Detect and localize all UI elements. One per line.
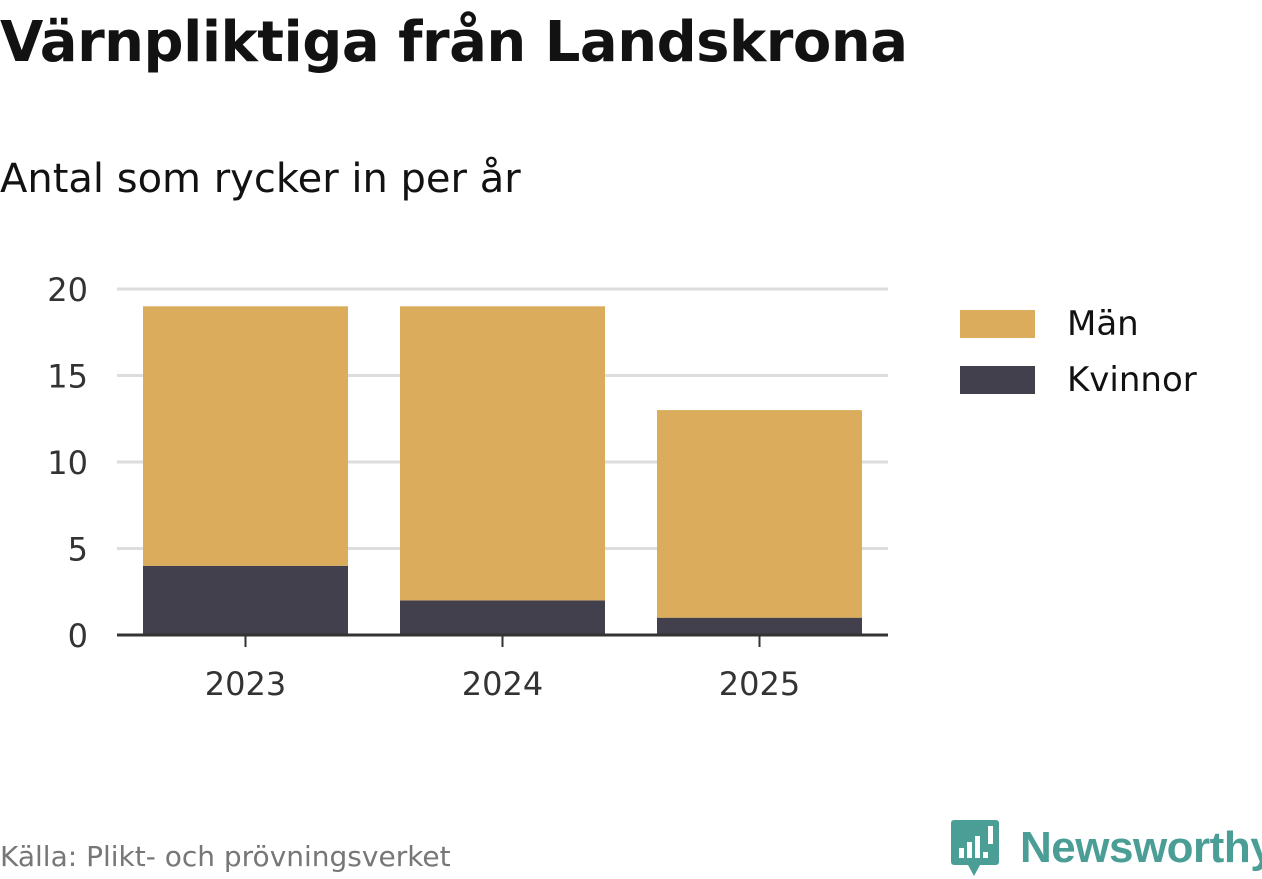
legend-label-kvinnor: Kvinnor bbox=[1067, 360, 1197, 400]
axes: 0 5 10 15 20 2023 2024 2025 bbox=[47, 271, 888, 703]
y-tick-label-20: 20 bbox=[47, 271, 88, 309]
x-tick-label-2025: 2025 bbox=[719, 665, 800, 703]
y-tick-label-10: 10 bbox=[47, 444, 88, 482]
bar-kvinnor-2023 bbox=[143, 565, 348, 635]
legend-swatch-kvinnor bbox=[960, 366, 1035, 394]
y-tick-label-15: 15 bbox=[47, 358, 88, 396]
legend: Män Kvinnor bbox=[960, 296, 1197, 408]
chart-title: Värnpliktiga från Landskrona bbox=[0, 10, 908, 75]
bar-m-n-2025 bbox=[657, 410, 862, 618]
bars bbox=[143, 306, 862, 635]
legend-item-kvinnor: Kvinnor bbox=[960, 352, 1197, 408]
legend-item-man: Män bbox=[960, 296, 1197, 352]
y-tick-label-0: 0 bbox=[68, 617, 88, 655]
x-tick-label-2024: 2024 bbox=[462, 665, 543, 703]
bar-m-n-2024 bbox=[400, 306, 605, 601]
newsworthy-logo-icon bbox=[951, 820, 999, 876]
chart-subtitle: Antal som rycker in per år bbox=[0, 156, 521, 202]
legend-swatch-man bbox=[960, 310, 1035, 338]
legend-label-man: Män bbox=[1067, 304, 1139, 344]
source-note: Källa: Plikt- och prövningsverket bbox=[0, 840, 451, 873]
bar-kvinnor-2025 bbox=[657, 617, 862, 635]
bar-m-n-2023 bbox=[143, 306, 348, 566]
logo-text: Newsworthy bbox=[1020, 823, 1262, 872]
y-tick-label-5: 5 bbox=[68, 531, 88, 569]
x-tick-label-2023: 2023 bbox=[205, 665, 286, 703]
bar-kvinnor-2024 bbox=[400, 600, 605, 635]
newsworthy-logo: Newsworthy bbox=[950, 818, 1262, 878]
